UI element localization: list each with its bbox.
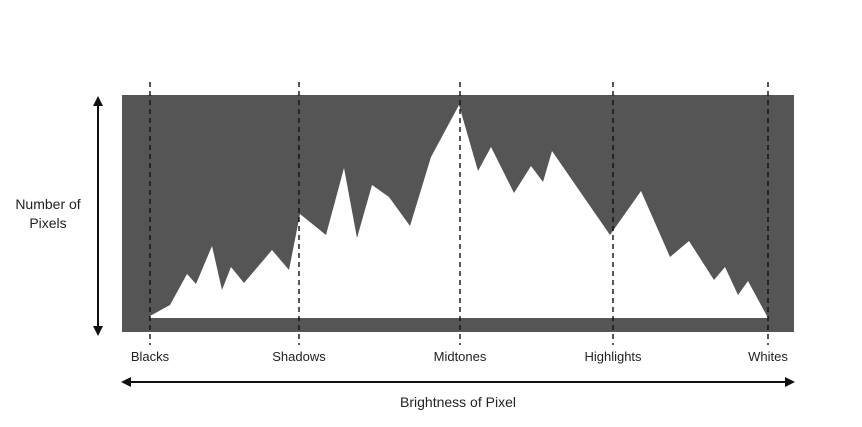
zone-label-midtones: Midtones [434, 349, 487, 364]
zone-label-blacks: Blacks [131, 349, 170, 364]
zone-label-shadows: Shadows [272, 349, 326, 364]
y-axis-title-line1: Number of [15, 196, 80, 212]
zone-label-whites: Whites [748, 349, 788, 364]
x-axis-title: Brightness of Pixel [400, 394, 516, 410]
y-axis-title-line2: Pixels [29, 215, 66, 231]
zone-label-highlights: Highlights [584, 349, 642, 364]
